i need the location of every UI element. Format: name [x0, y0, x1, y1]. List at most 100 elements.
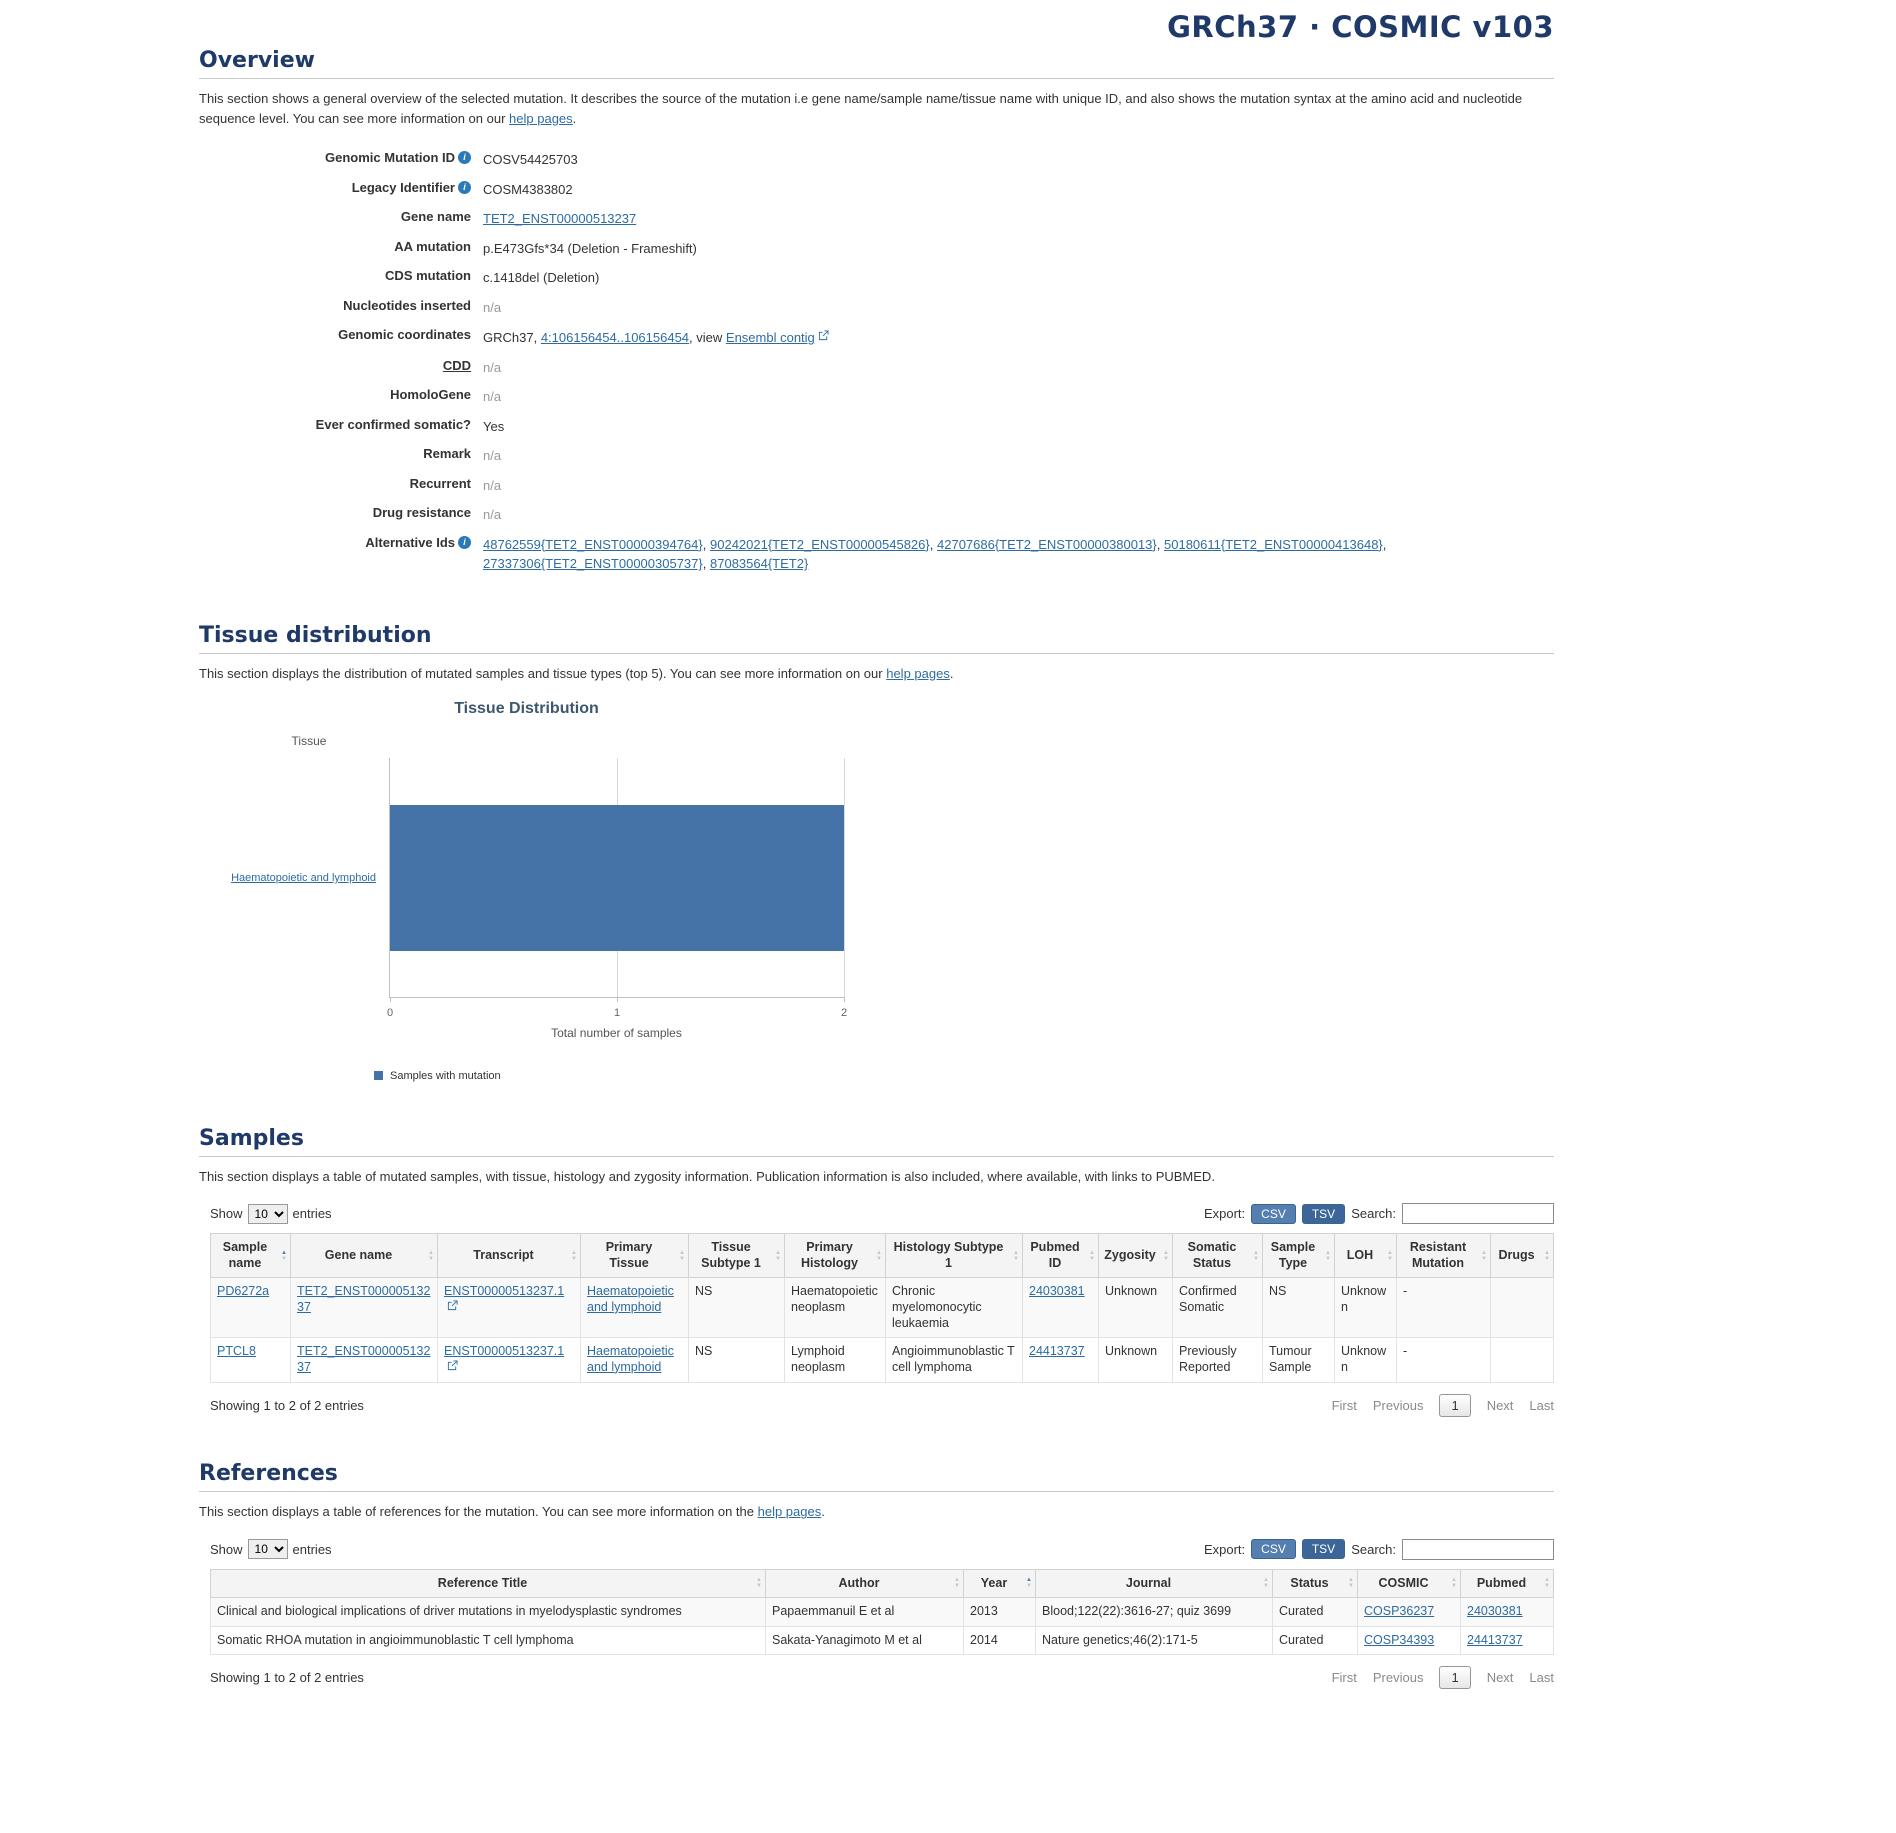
- col-tissue-subtype-1[interactable]: Tissue Subtype 1 ▲ ▼: [688, 1233, 785, 1279]
- col-status[interactable]: Status ▲ ▼: [1272, 1568, 1358, 1599]
- col-primary-tissue[interactable]: Primary Tissue ▲ ▼: [580, 1233, 689, 1279]
- col-sample-type[interactable]: Sample Type ▲ ▼: [1262, 1233, 1335, 1279]
- overview-help-link[interactable]: help pages: [509, 111, 573, 127]
- col-loh[interactable]: LOH ▲ ▼: [1334, 1233, 1397, 1279]
- col-zygosity[interactable]: Zygosity ▲ ▼: [1098, 1233, 1173, 1279]
- tissue-help-link[interactable]: help pages: [886, 665, 950, 681]
- field-remark: Remark n/a: [199, 441, 1554, 471]
- export-csv-button[interactable]: CSV: [1251, 1539, 1296, 1560]
- coords-link[interactable]: 4:106156454..106156454: [540, 330, 690, 346]
- sort-desc-icon: ▼: [679, 1255, 685, 1262]
- tissue-description: This section displays the distribution o…: [199, 664, 1554, 684]
- next-page-button[interactable]: Next: [1486, 1398, 1514, 1414]
- transcript-link[interactable]: ENST00000513237.1: [444, 1344, 565, 1359]
- tissue-heading: Tissue distribution: [199, 623, 1554, 654]
- info-icon[interactable]: i: [458, 180, 471, 194]
- field-value: n/a: [483, 299, 502, 315]
- col-year[interactable]: Year ▲ ▼: [963, 1568, 1036, 1599]
- last-page-button[interactable]: Last: [1529, 1670, 1554, 1686]
- cosmic-ref-link[interactable]: COSP36237: [1364, 1604, 1435, 1619]
- alt-id-link[interactable]: 42707686{TET2_ENST00000380013}: [937, 536, 1157, 552]
- col-somatic-status[interactable]: Somatic Status ▲ ▼: [1172, 1233, 1263, 1279]
- external-link-icon: [447, 1300, 458, 1316]
- previous-page-button[interactable]: Previous: [1372, 1398, 1424, 1414]
- samples-showing-entries: Showing 1 to 2 of 2 entries: [210, 1398, 364, 1414]
- sample-link[interactable]: PD6272a: [217, 1284, 270, 1299]
- sort-icons: ▲ ▼: [1263, 1577, 1269, 1589]
- info-icon[interactable]: i: [458, 535, 471, 549]
- sort-desc-icon: ▼: [756, 1583, 762, 1590]
- pubmed-ref-link[interactable]: 24413737: [1467, 1632, 1523, 1647]
- next-page-button[interactable]: Next: [1486, 1670, 1514, 1686]
- sort-asc-icon: ▲: [876, 1249, 882, 1256]
- col-histology-subtype-1[interactable]: Histology Subtype 1 ▲ ▼: [885, 1233, 1023, 1279]
- cell-somatic-status: Previously Reported: [1172, 1337, 1263, 1384]
- chart-legend[interactable]: Samples with mutation: [374, 1070, 889, 1082]
- current-page-button[interactable]: 1: [1439, 1394, 1471, 1418]
- col-drugs[interactable]: Drugs ▲ ▼: [1490, 1233, 1554, 1279]
- sample-link[interactable]: PTCL8: [217, 1344, 256, 1359]
- cell-sample-name: PTCL8: [210, 1337, 291, 1384]
- col-journal[interactable]: Journal ▲ ▼: [1035, 1568, 1273, 1599]
- tissue-link[interactable]: Haematopoietic and lymphoid: [587, 1284, 674, 1314]
- col-transcript[interactable]: Transcript ▲ ▼: [437, 1233, 581, 1279]
- sort-asc-icon: ▲: [1387, 1249, 1393, 1256]
- alt-id-link[interactable]: 90242021{TET2_ENST00000545826}: [710, 536, 930, 552]
- gene-link[interactable]: TET2_ENST00000513237: [297, 1284, 431, 1314]
- col-pubmed[interactable]: Pubmed ▲ ▼: [1460, 1568, 1554, 1599]
- first-page-button[interactable]: First: [1331, 1398, 1357, 1414]
- alt-id-link[interactable]: 87083564{TET2}: [710, 556, 809, 572]
- ensembl-contig-link[interactable]: Ensembl contig: [725, 330, 815, 346]
- alt-id-link[interactable]: 27337306{TET2_ENST00000305737}: [483, 556, 703, 572]
- col-gene-name[interactable]: Gene name ▲ ▼: [290, 1233, 438, 1279]
- last-page-button[interactable]: Last: [1529, 1398, 1554, 1414]
- field-value: Yes: [483, 418, 505, 434]
- col-primary-histology[interactable]: Primary Histology ▲ ▼: [784, 1233, 886, 1279]
- samples-search-input[interactable]: [1402, 1203, 1554, 1225]
- col-cosmic[interactable]: COSMIC ▲ ▼: [1357, 1568, 1461, 1599]
- sort-asc-icon: ▲: [1348, 1577, 1354, 1584]
- alt-id-link[interactable]: 50180611{TET2_ENST00000413648}: [1164, 536, 1383, 552]
- export-tsv-button[interactable]: TSV: [1301, 1203, 1346, 1224]
- tissue-bar[interactable]: [390, 804, 844, 951]
- info-icon[interactable]: i: [458, 151, 471, 165]
- export-search-controls: Export: CSV TSV Search:: [1204, 1538, 1554, 1560]
- col-sample-name[interactable]: Sample name ▲ ▼: [210, 1233, 291, 1279]
- alt-id-link[interactable]: 48762559{TET2_ENST00000394764}: [483, 536, 703, 552]
- previous-page-button[interactable]: Previous: [1372, 1670, 1424, 1686]
- current-page-button[interactable]: 1: [1439, 1666, 1471, 1690]
- col-resistant-mutation[interactable]: Resistant Mutation ▲ ▼: [1396, 1233, 1491, 1279]
- transcript-link[interactable]: ENST00000513237.1: [444, 1284, 565, 1299]
- col-reference-title[interactable]: Reference Title ▲ ▼: [210, 1568, 766, 1599]
- cdd-abbr[interactable]: CDD: [442, 357, 471, 373]
- category-haematopoietic-link[interactable]: Haematopoietic and lymphoid: [231, 871, 376, 884]
- col-label: Sample name: [222, 1240, 268, 1270]
- pubmed-link[interactable]: 24413737: [1029, 1344, 1085, 1359]
- cell-primary-tissue: Haematopoietic and lymphoid: [580, 1337, 689, 1384]
- tissue-link[interactable]: Haematopoietic and lymphoid: [587, 1344, 674, 1374]
- page-size-select[interactable]: 10: [247, 1203, 288, 1224]
- cosmic-ref-link[interactable]: COSP34393: [1364, 1632, 1435, 1647]
- pubmed-ref-link[interactable]: 24030381: [1467, 1604, 1523, 1619]
- first-page-button[interactable]: First: [1331, 1670, 1357, 1686]
- gene-link[interactable]: TET2_ENST00000513237: [297, 1344, 431, 1374]
- cell-primary-histology: Lymphoid neoplasm: [784, 1337, 886, 1384]
- gene-name-link[interactable]: TET2_ENST00000513237: [483, 211, 637, 227]
- export-csv-button[interactable]: CSV: [1251, 1203, 1296, 1224]
- cell-loh: Unknown: [1334, 1337, 1397, 1384]
- sort-desc-icon: ▼: [1026, 1583, 1032, 1590]
- sort-desc-icon: ▼: [1325, 1255, 1331, 1262]
- pubmed-link[interactable]: 24030381: [1029, 1284, 1085, 1299]
- legend-label: Samples with mutation: [390, 1069, 501, 1082]
- page-size-select[interactable]: 10: [247, 1539, 288, 1560]
- field-value: n/a: [483, 448, 502, 464]
- references-help-link[interactable]: help pages: [757, 1504, 822, 1520]
- legend-swatch: [374, 1071, 383, 1081]
- cell-gene-name: TET2_ENST00000513237: [290, 1277, 438, 1339]
- tissue-distribution-chart: Tissue Distribution Tissue Haematopoieti…: [229, 700, 889, 1082]
- col-pubmed-id[interactable]: Pubmed ID ▲ ▼: [1022, 1233, 1099, 1279]
- export-tsv-button[interactable]: TSV: [1301, 1539, 1346, 1560]
- col-author[interactable]: Author ▲ ▼: [765, 1568, 964, 1599]
- field-label: Alternative Ids i: [199, 535, 473, 574]
- references-search-input[interactable]: [1402, 1538, 1554, 1560]
